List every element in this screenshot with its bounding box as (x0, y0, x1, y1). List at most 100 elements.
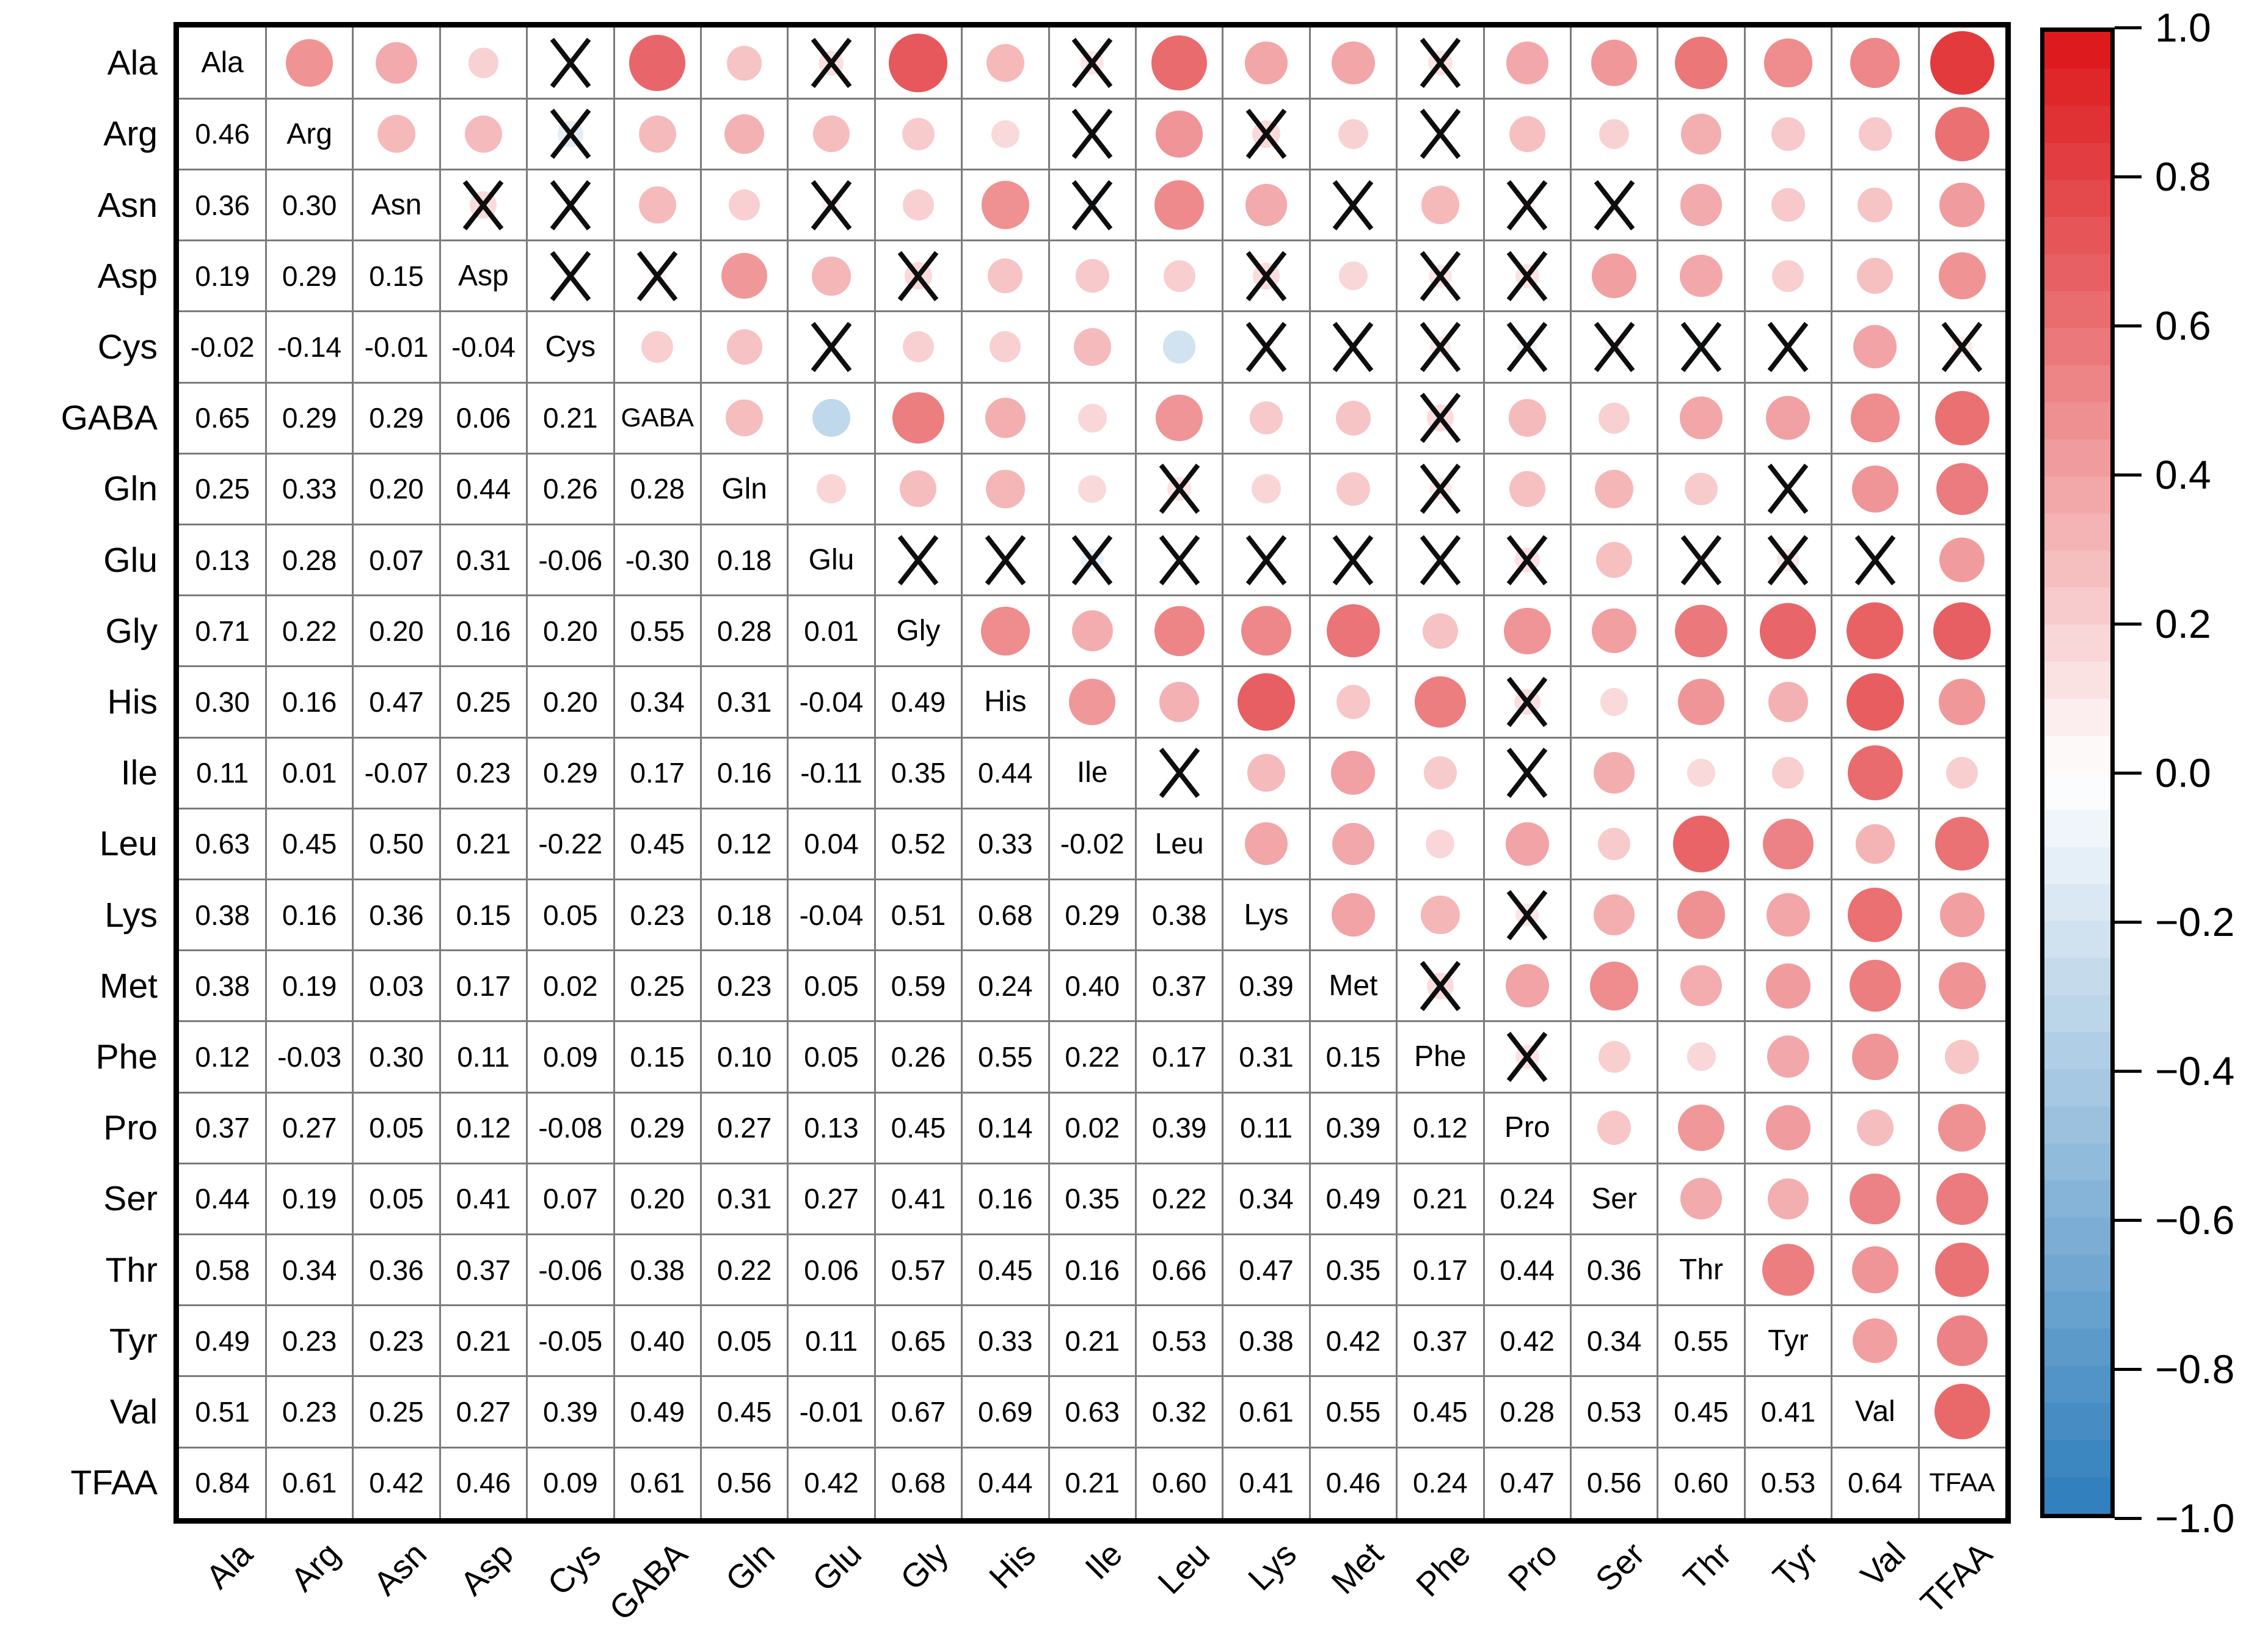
corr-value: 0.46 (195, 118, 250, 150)
corr-value: 0.16 (282, 899, 337, 931)
corr-circle (1424, 756, 1457, 789)
corr-value: 0.56 (716, 1467, 772, 1499)
corr-circle (1597, 827, 1631, 861)
row-label: Lys (104, 895, 158, 935)
col-label: Glu (804, 1535, 869, 1599)
nonsignificant-x-mark (1333, 178, 1373, 232)
corr-value: 0.34 (1586, 1324, 1642, 1357)
corr-value: 0.26 (891, 1040, 946, 1073)
grid-hline (179, 1233, 2006, 1235)
corr-value: 0.21 (456, 828, 511, 860)
corr-circle (1850, 393, 1900, 442)
corr-value: 0.24 (1413, 1467, 1468, 1499)
corr-value: 0.16 (978, 1183, 1033, 1215)
col-label: Met (1324, 1535, 1391, 1602)
corr-circle (889, 34, 948, 93)
corr-value: 0.35 (891, 757, 946, 789)
colorbar-tick (2115, 473, 2142, 477)
corr-value: 0.19 (282, 1183, 337, 1215)
col-label: Pro (1500, 1535, 1565, 1599)
corr-value: -0.22 (538, 828, 603, 860)
nonsignificant-x-mark (1421, 320, 1460, 374)
corr-value: 0.33 (282, 473, 337, 505)
grid-hline (179, 949, 2006, 952)
diagonal-label: Lys (1244, 898, 1289, 931)
corr-circle (1767, 1036, 1809, 1078)
corr-value: 0.27 (282, 1112, 337, 1144)
corr-circle (1597, 1111, 1632, 1145)
corr-value: 0.39 (1239, 970, 1294, 1002)
row-label: Gln (103, 469, 158, 509)
row-label: Ser (103, 1179, 158, 1219)
corr-value: 0.29 (282, 402, 337, 434)
corr-circle (1159, 682, 1200, 722)
corr-value: 0.44 (978, 1467, 1033, 1499)
nonsignificant-x-mark (1595, 178, 1634, 232)
corr-value: 0.66 (1151, 1254, 1207, 1286)
corr-circle (985, 397, 1026, 439)
colorbar-tick (2115, 324, 2142, 327)
corr-value: 0.36 (195, 189, 250, 221)
corr-value: 0.25 (195, 473, 250, 505)
corr-value: 0.47 (1500, 1467, 1555, 1499)
nonsignificant-x-mark (1073, 178, 1112, 232)
corr-value: 0.12 (195, 1040, 250, 1073)
corr-value: 0.17 (630, 757, 685, 789)
corr-circle (1853, 1318, 1898, 1364)
corr-circle (1677, 891, 1726, 939)
corr-circle (1071, 610, 1113, 652)
corr-circle (1509, 470, 1545, 507)
corr-value: 0.41 (891, 1183, 946, 1215)
corr-circle (1680, 1178, 1723, 1220)
corr-value: 0.45 (282, 828, 337, 860)
corr-value: -0.14 (277, 331, 342, 363)
corr-value: 0.02 (1065, 1112, 1120, 1144)
corr-circle (1335, 400, 1371, 436)
corr-circle (1936, 1315, 1988, 1367)
corr-value: 0.13 (195, 544, 250, 576)
corr-value: 0.19 (195, 260, 250, 292)
corr-value: 0.45 (1674, 1395, 1729, 1428)
corr-value: 0.18 (716, 899, 772, 931)
corr-circle (1594, 469, 1634, 509)
corr-circle (1938, 962, 1986, 1010)
colorbar-tick (2115, 1218, 2142, 1222)
corr-value: 0.37 (1151, 970, 1207, 1002)
colorbar-tick-label: −0.2 (2155, 899, 2235, 945)
corr-circle (902, 189, 934, 221)
corr-value: 0.27 (716, 1112, 772, 1144)
grid-vline (1222, 27, 1224, 1519)
corr-value: -0.02 (1060, 828, 1125, 860)
corr-value: -0.04 (451, 331, 516, 363)
corr-circle (1238, 673, 1295, 731)
diagonal-label: Ile (1076, 756, 1108, 789)
corr-circle (1589, 961, 1639, 1010)
corr-circle (1934, 106, 1989, 161)
diagonal-label: Val (1854, 1395, 1895, 1428)
grid-vline (961, 27, 963, 1519)
nonsignificant-x-mark (551, 107, 590, 161)
corr-value: 0.64 (1848, 1467, 1903, 1499)
corr-value: 0.25 (630, 970, 685, 1002)
corr-circle (1505, 964, 1549, 1008)
nonsignificant-x-mark (1595, 320, 1634, 374)
grid-vline (352, 27, 354, 1519)
corr-circle (377, 115, 416, 153)
col-label: Lys (1241, 1535, 1304, 1598)
corr-value: 0.37 (456, 1254, 511, 1286)
corr-value: 0.11 (457, 1040, 510, 1073)
corr-value: 0.45 (891, 1112, 946, 1144)
corr-value: 0.61 (1239, 1395, 1294, 1428)
corr-circle (1154, 605, 1205, 656)
corr-value: 0.12 (456, 1112, 511, 1144)
corr-circle (1244, 42, 1288, 85)
diagonal-label: Ser (1591, 1182, 1637, 1215)
nonsignificant-x-mark (812, 36, 851, 90)
corr-value: 0.07 (543, 1183, 598, 1215)
corr-value: 0.34 (1239, 1183, 1294, 1215)
diagonal-label: Tyr (1768, 1324, 1809, 1357)
corr-circle (816, 474, 847, 504)
col-label: Val (1853, 1535, 1912, 1595)
grid-hline (179, 1304, 2006, 1307)
corr-value: 0.40 (630, 1324, 685, 1357)
